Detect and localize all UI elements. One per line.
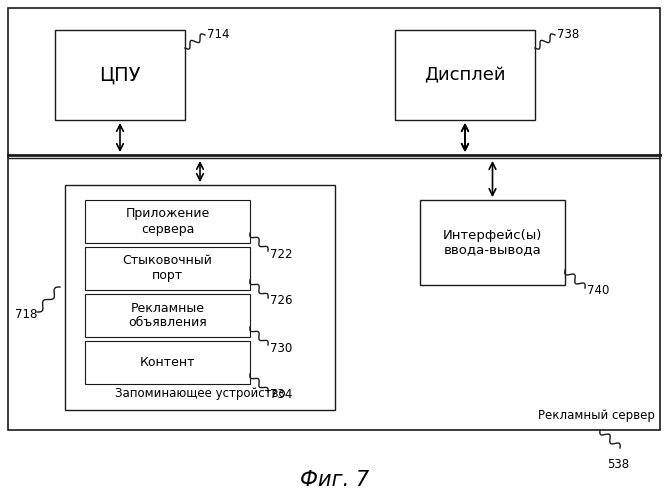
Bar [8,8,660,430]
Text: 726: 726 [270,294,293,308]
Text: Рекламные
объявления: Рекламные объявления [128,302,207,330]
Text: 722: 722 [270,248,293,260]
Text: Фиг. 7: Фиг. 7 [301,470,370,490]
Text: Рекламный сервер: Рекламный сервер [538,409,655,422]
Text: Дисплей: Дисплей [424,66,506,84]
Text: 714: 714 [207,28,229,40]
Text: 738: 738 [557,28,579,40]
Text: Приложение
сервера: Приложение сервера [125,208,209,236]
Text: Стыковочный
порт: Стыковочный порт [123,254,213,282]
Bar [55,30,185,120]
Bar [85,200,250,243]
Text: Интерфейс(ы)
ввода-вывода: Интерфейс(ы) ввода-вывода [443,228,542,256]
Bar [85,294,250,337]
Bar [65,185,335,410]
Text: ЦПУ: ЦПУ [99,66,141,84]
Bar [85,341,250,384]
Text: Запоминающее устройство: Запоминающее устройство [115,387,285,400]
Text: 740: 740 [587,284,609,296]
Text: 734: 734 [270,388,293,402]
Text: Контент: Контент [140,356,195,369]
Bar [85,247,250,290]
Text: 718: 718 [15,308,38,322]
Bar [395,30,535,120]
Text: 538: 538 [607,458,629,471]
Bar [420,200,565,285]
Text: 730: 730 [270,342,293,354]
